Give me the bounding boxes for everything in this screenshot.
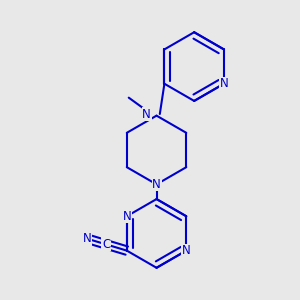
Text: N: N xyxy=(142,107,151,121)
Text: N: N xyxy=(220,77,228,90)
Text: N: N xyxy=(182,244,191,257)
Text: N: N xyxy=(152,178,161,191)
Text: N: N xyxy=(122,210,131,223)
Text: C: C xyxy=(102,238,110,251)
Text: N: N xyxy=(83,232,92,245)
